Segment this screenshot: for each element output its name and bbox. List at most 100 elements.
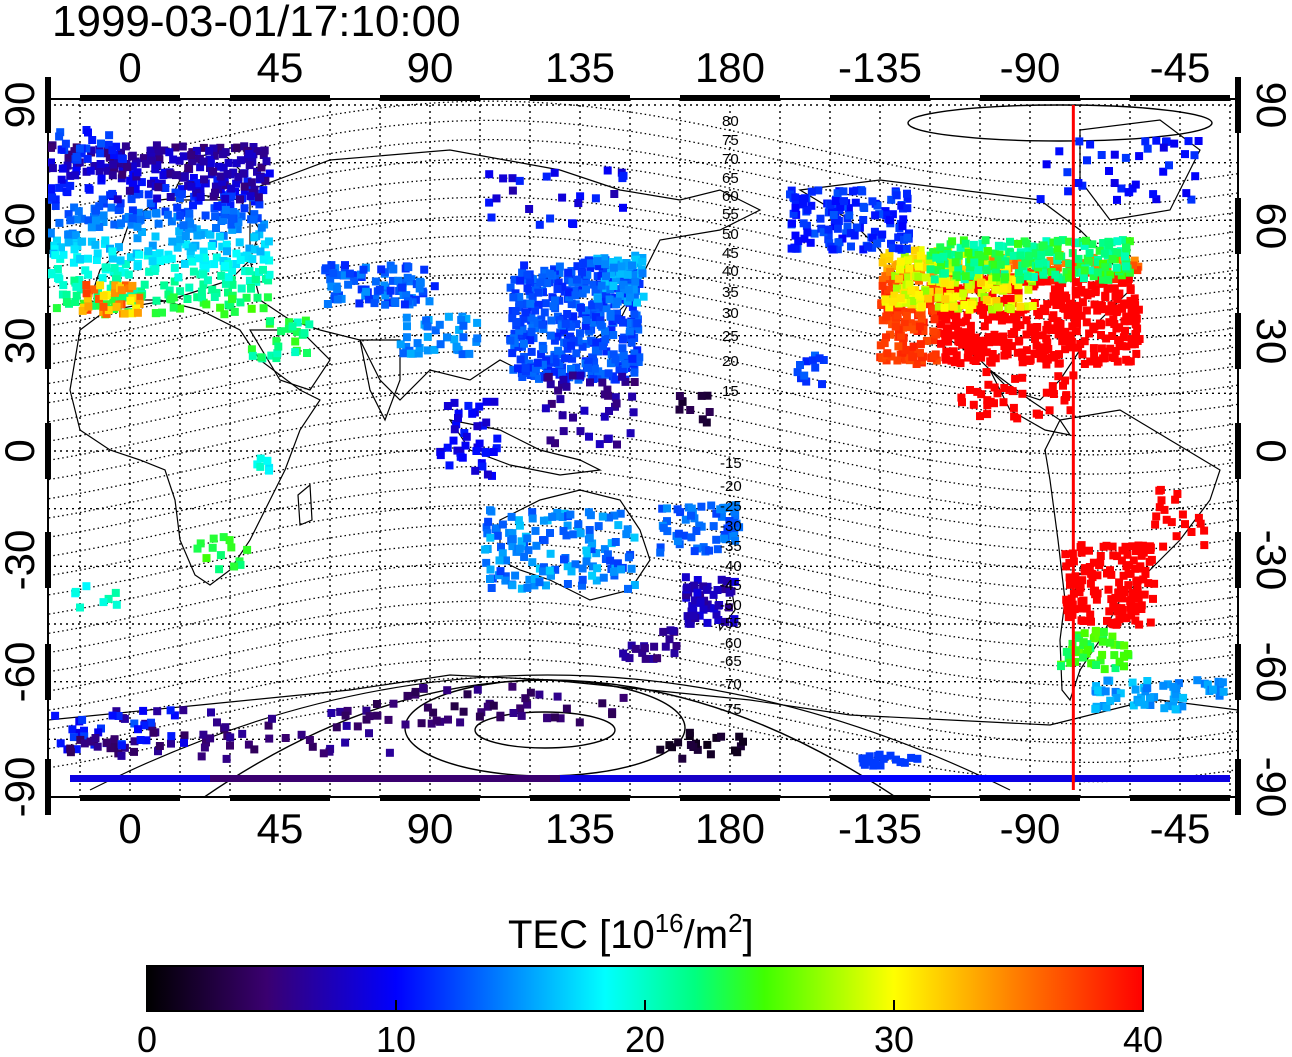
tec-point <box>562 382 571 391</box>
tec-point <box>194 254 203 263</box>
tec-point <box>1097 331 1105 339</box>
tec-point <box>1078 298 1087 307</box>
tec-point <box>249 215 258 224</box>
tec-point <box>530 775 540 782</box>
tec-point <box>236 298 245 307</box>
tec-point <box>582 285 590 294</box>
tec-point <box>613 309 621 318</box>
tec-point <box>182 240 191 249</box>
tec-point <box>705 408 714 416</box>
tec-point <box>240 142 249 151</box>
tec-point <box>384 715 393 724</box>
tec-point <box>640 644 649 653</box>
tec-point <box>1085 563 1094 571</box>
tec-point <box>202 554 211 563</box>
tec-point <box>203 276 212 285</box>
tec-point <box>230 562 239 571</box>
tec-point <box>731 536 740 545</box>
tec-point <box>970 248 979 257</box>
tec-point <box>256 247 265 256</box>
tec-point <box>117 286 126 295</box>
tec-point <box>909 342 918 351</box>
tec-point <box>355 299 364 308</box>
lon-label-bottom: 180 <box>695 805 765 852</box>
tec-point <box>942 315 951 324</box>
tec-point <box>99 218 108 226</box>
tec-point <box>247 178 256 187</box>
tec-point <box>201 211 210 220</box>
tec-point <box>477 708 486 717</box>
tec-point <box>803 228 812 237</box>
tec-point <box>1096 656 1105 665</box>
tec-point <box>93 742 102 751</box>
tec-point <box>618 372 627 381</box>
tec-point <box>523 534 532 543</box>
tec-point <box>555 296 564 305</box>
tec-point <box>603 385 612 394</box>
tec-point <box>650 775 660 782</box>
tec-point <box>526 278 535 287</box>
tec-point <box>1070 775 1080 782</box>
tec-point <box>947 264 956 273</box>
tec-point <box>618 344 627 353</box>
tec-point <box>501 576 510 585</box>
tec-point <box>1105 167 1113 175</box>
tec-point <box>1152 512 1161 521</box>
tec-point <box>878 354 887 363</box>
tec-point <box>1014 294 1023 303</box>
tec-point <box>954 251 963 260</box>
tec-point <box>996 277 1005 286</box>
tec-point <box>1097 151 1106 159</box>
tec-point <box>84 270 93 279</box>
tec-point <box>173 243 182 252</box>
tec-point <box>527 313 536 322</box>
tec-point <box>788 219 796 228</box>
tec-point <box>160 281 169 290</box>
tec-point <box>303 349 311 357</box>
tec-point <box>140 721 149 730</box>
tec-point <box>824 225 833 234</box>
tec-point <box>1105 318 1114 327</box>
tec-point <box>903 189 911 198</box>
tec-point <box>952 319 960 328</box>
tec-point <box>892 191 901 200</box>
tec-point <box>916 348 924 357</box>
bottom-border-tick <box>1130 795 1230 801</box>
tec-point <box>1072 327 1081 336</box>
contour-line <box>48 657 1238 744</box>
tec-point <box>123 163 132 172</box>
tec-point <box>850 231 859 240</box>
tec-point <box>173 203 182 212</box>
tec-point <box>673 505 682 514</box>
tec-point <box>878 230 887 239</box>
tec-point <box>265 734 274 743</box>
tec-point <box>112 275 120 284</box>
tec-point <box>1044 243 1053 252</box>
tec-point <box>685 728 694 737</box>
tec-point <box>619 350 628 359</box>
tec-point <box>131 184 140 193</box>
tec-point <box>1120 641 1129 650</box>
tec-point <box>1022 316 1031 325</box>
tec-point <box>984 380 993 389</box>
tec-point <box>948 250 957 259</box>
tec-point <box>1065 259 1074 268</box>
tec-point <box>148 156 157 165</box>
tec-point <box>272 337 281 346</box>
tec-point <box>76 255 85 263</box>
tec-point <box>875 210 884 219</box>
tec-point <box>1031 330 1040 339</box>
tec-point <box>527 347 536 356</box>
tec-point <box>602 289 610 298</box>
tec-point <box>930 775 940 782</box>
tec-point <box>964 348 973 357</box>
tec-point <box>160 146 169 155</box>
contour-label: -25 <box>720 498 742 515</box>
tec-point <box>670 775 680 782</box>
tec-point <box>1133 337 1142 345</box>
tec-point <box>1010 310 1018 319</box>
tec-point <box>1108 255 1117 263</box>
tec-point <box>515 297 524 306</box>
tec-point <box>953 292 961 301</box>
tec-point <box>218 177 227 186</box>
